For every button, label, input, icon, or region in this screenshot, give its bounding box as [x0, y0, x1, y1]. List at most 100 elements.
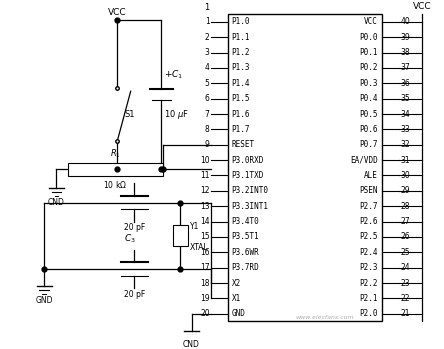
Text: 7: 7 [205, 110, 210, 119]
Text: P3.2INT0: P3.2INT0 [231, 186, 269, 195]
Text: P1.3: P1.3 [231, 64, 250, 73]
Text: P0.5: P0.5 [360, 110, 378, 119]
Text: ALE: ALE [364, 171, 378, 180]
Text: 1: 1 [204, 3, 210, 12]
Text: 1: 1 [205, 17, 210, 27]
Text: 6: 6 [205, 94, 210, 103]
Text: $C_3$: $C_3$ [124, 233, 135, 245]
Text: VCC: VCC [364, 17, 378, 27]
Text: 3: 3 [205, 48, 210, 57]
Text: 23: 23 [401, 279, 410, 288]
Text: P1.1: P1.1 [231, 33, 250, 42]
Bar [68, 163, 163, 176]
Text: P0.2: P0.2 [360, 64, 378, 73]
Text: 30: 30 [401, 171, 411, 180]
Text: 36: 36 [401, 79, 411, 88]
Text: 5: 5 [205, 79, 210, 88]
Text: P2.5: P2.5 [360, 232, 378, 242]
Text: P3.3INT1: P3.3INT1 [231, 202, 269, 211]
Text: 10 $\mu$F: 10 $\mu$F [164, 108, 189, 121]
Text: P0.6: P0.6 [360, 125, 378, 134]
Bar [228, 14, 382, 321]
Text: S1: S1 [125, 110, 135, 119]
Text: EA/VDD: EA/VDD [350, 156, 378, 165]
Text: P2.4: P2.4 [360, 248, 378, 257]
Text: P3.1TXD: P3.1TXD [231, 171, 264, 180]
Text: 20 pF: 20 pF [124, 223, 145, 232]
Text: P0.3: P0.3 [360, 79, 378, 88]
Text: 32: 32 [401, 140, 410, 149]
Text: P0.1: P0.1 [360, 48, 378, 57]
Text: P1.0: P1.0 [231, 17, 250, 27]
Text: 24: 24 [401, 263, 410, 272]
Text: P0.0: P0.0 [360, 33, 378, 42]
Text: 10: 10 [200, 156, 210, 165]
Text: $+C_1$: $+C_1$ [164, 69, 183, 81]
Text: 38: 38 [401, 48, 410, 57]
Text: 33: 33 [401, 125, 411, 134]
Text: P3.6WR: P3.6WR [231, 248, 259, 257]
Text: P2.1: P2.1 [360, 294, 378, 303]
Text: 2: 2 [205, 33, 210, 42]
Text: P3.7RD: P3.7RD [231, 263, 259, 272]
Text: 11: 11 [200, 171, 210, 180]
Text: P1.7: P1.7 [231, 125, 250, 134]
Text: 10 k$\Omega$: 10 k$\Omega$ [103, 179, 127, 190]
Text: P0.7: P0.7 [360, 140, 378, 149]
Text: 39: 39 [401, 33, 411, 42]
Text: 9: 9 [205, 140, 210, 149]
Text: 20 pF: 20 pF [124, 290, 145, 299]
Text: 26: 26 [401, 232, 410, 242]
Text: P3.0RXD: P3.0RXD [231, 156, 264, 165]
Text: P1.6: P1.6 [231, 110, 250, 119]
Text: VCC: VCC [108, 8, 127, 17]
Text: $R_1$: $R_1$ [110, 147, 121, 160]
Text: Y1: Y1 [190, 222, 199, 231]
Text: PSEN: PSEN [360, 186, 378, 195]
Text: GND: GND [231, 309, 246, 318]
Text: 16: 16 [200, 248, 210, 257]
Text: 12: 12 [200, 186, 210, 195]
Text: 35: 35 [401, 94, 411, 103]
Bar [173, 225, 188, 246]
Text: GND: GND [36, 296, 53, 305]
Text: $C_2$: $C_2$ [124, 166, 135, 179]
Text: 20: 20 [200, 309, 210, 318]
Text: P3.5T1: P3.5T1 [231, 232, 259, 242]
Text: 40: 40 [401, 17, 411, 27]
Text: www.elecfans.com: www.elecfans.com [295, 315, 354, 320]
Text: 21: 21 [401, 309, 410, 318]
Text: 34: 34 [401, 110, 411, 119]
Text: 8: 8 [205, 125, 210, 134]
Text: 22: 22 [401, 294, 410, 303]
Text: 14: 14 [200, 217, 210, 226]
Text: RESET: RESET [231, 140, 255, 149]
Text: 13: 13 [200, 202, 210, 211]
Text: P1.5: P1.5 [231, 94, 250, 103]
Text: 18: 18 [200, 279, 210, 288]
Text: CND: CND [48, 198, 65, 207]
Text: 27: 27 [401, 217, 410, 226]
Text: 31: 31 [401, 156, 410, 165]
Text: 25: 25 [401, 248, 410, 257]
Text: P2.2: P2.2 [360, 279, 378, 288]
Text: P1.2: P1.2 [231, 48, 250, 57]
Text: P2.0: P2.0 [360, 309, 378, 318]
Text: 15: 15 [200, 232, 210, 242]
Text: 29: 29 [401, 186, 410, 195]
Text: P0.4: P0.4 [360, 94, 378, 103]
Text: X2: X2 [231, 279, 241, 288]
Text: P1.4: P1.4 [231, 79, 250, 88]
Text: VCC: VCC [412, 2, 431, 11]
Text: 37: 37 [401, 64, 411, 73]
Text: 17: 17 [200, 263, 210, 272]
Text: 28: 28 [401, 202, 410, 211]
Text: P2.6: P2.6 [360, 217, 378, 226]
Text: CND: CND [183, 340, 200, 349]
Text: XTAL: XTAL [190, 243, 208, 252]
Text: 4: 4 [205, 64, 210, 73]
Text: P2.7: P2.7 [360, 202, 378, 211]
Text: P3.4T0: P3.4T0 [231, 217, 259, 226]
Text: 19: 19 [200, 294, 210, 303]
Text: P2.3: P2.3 [360, 263, 378, 272]
